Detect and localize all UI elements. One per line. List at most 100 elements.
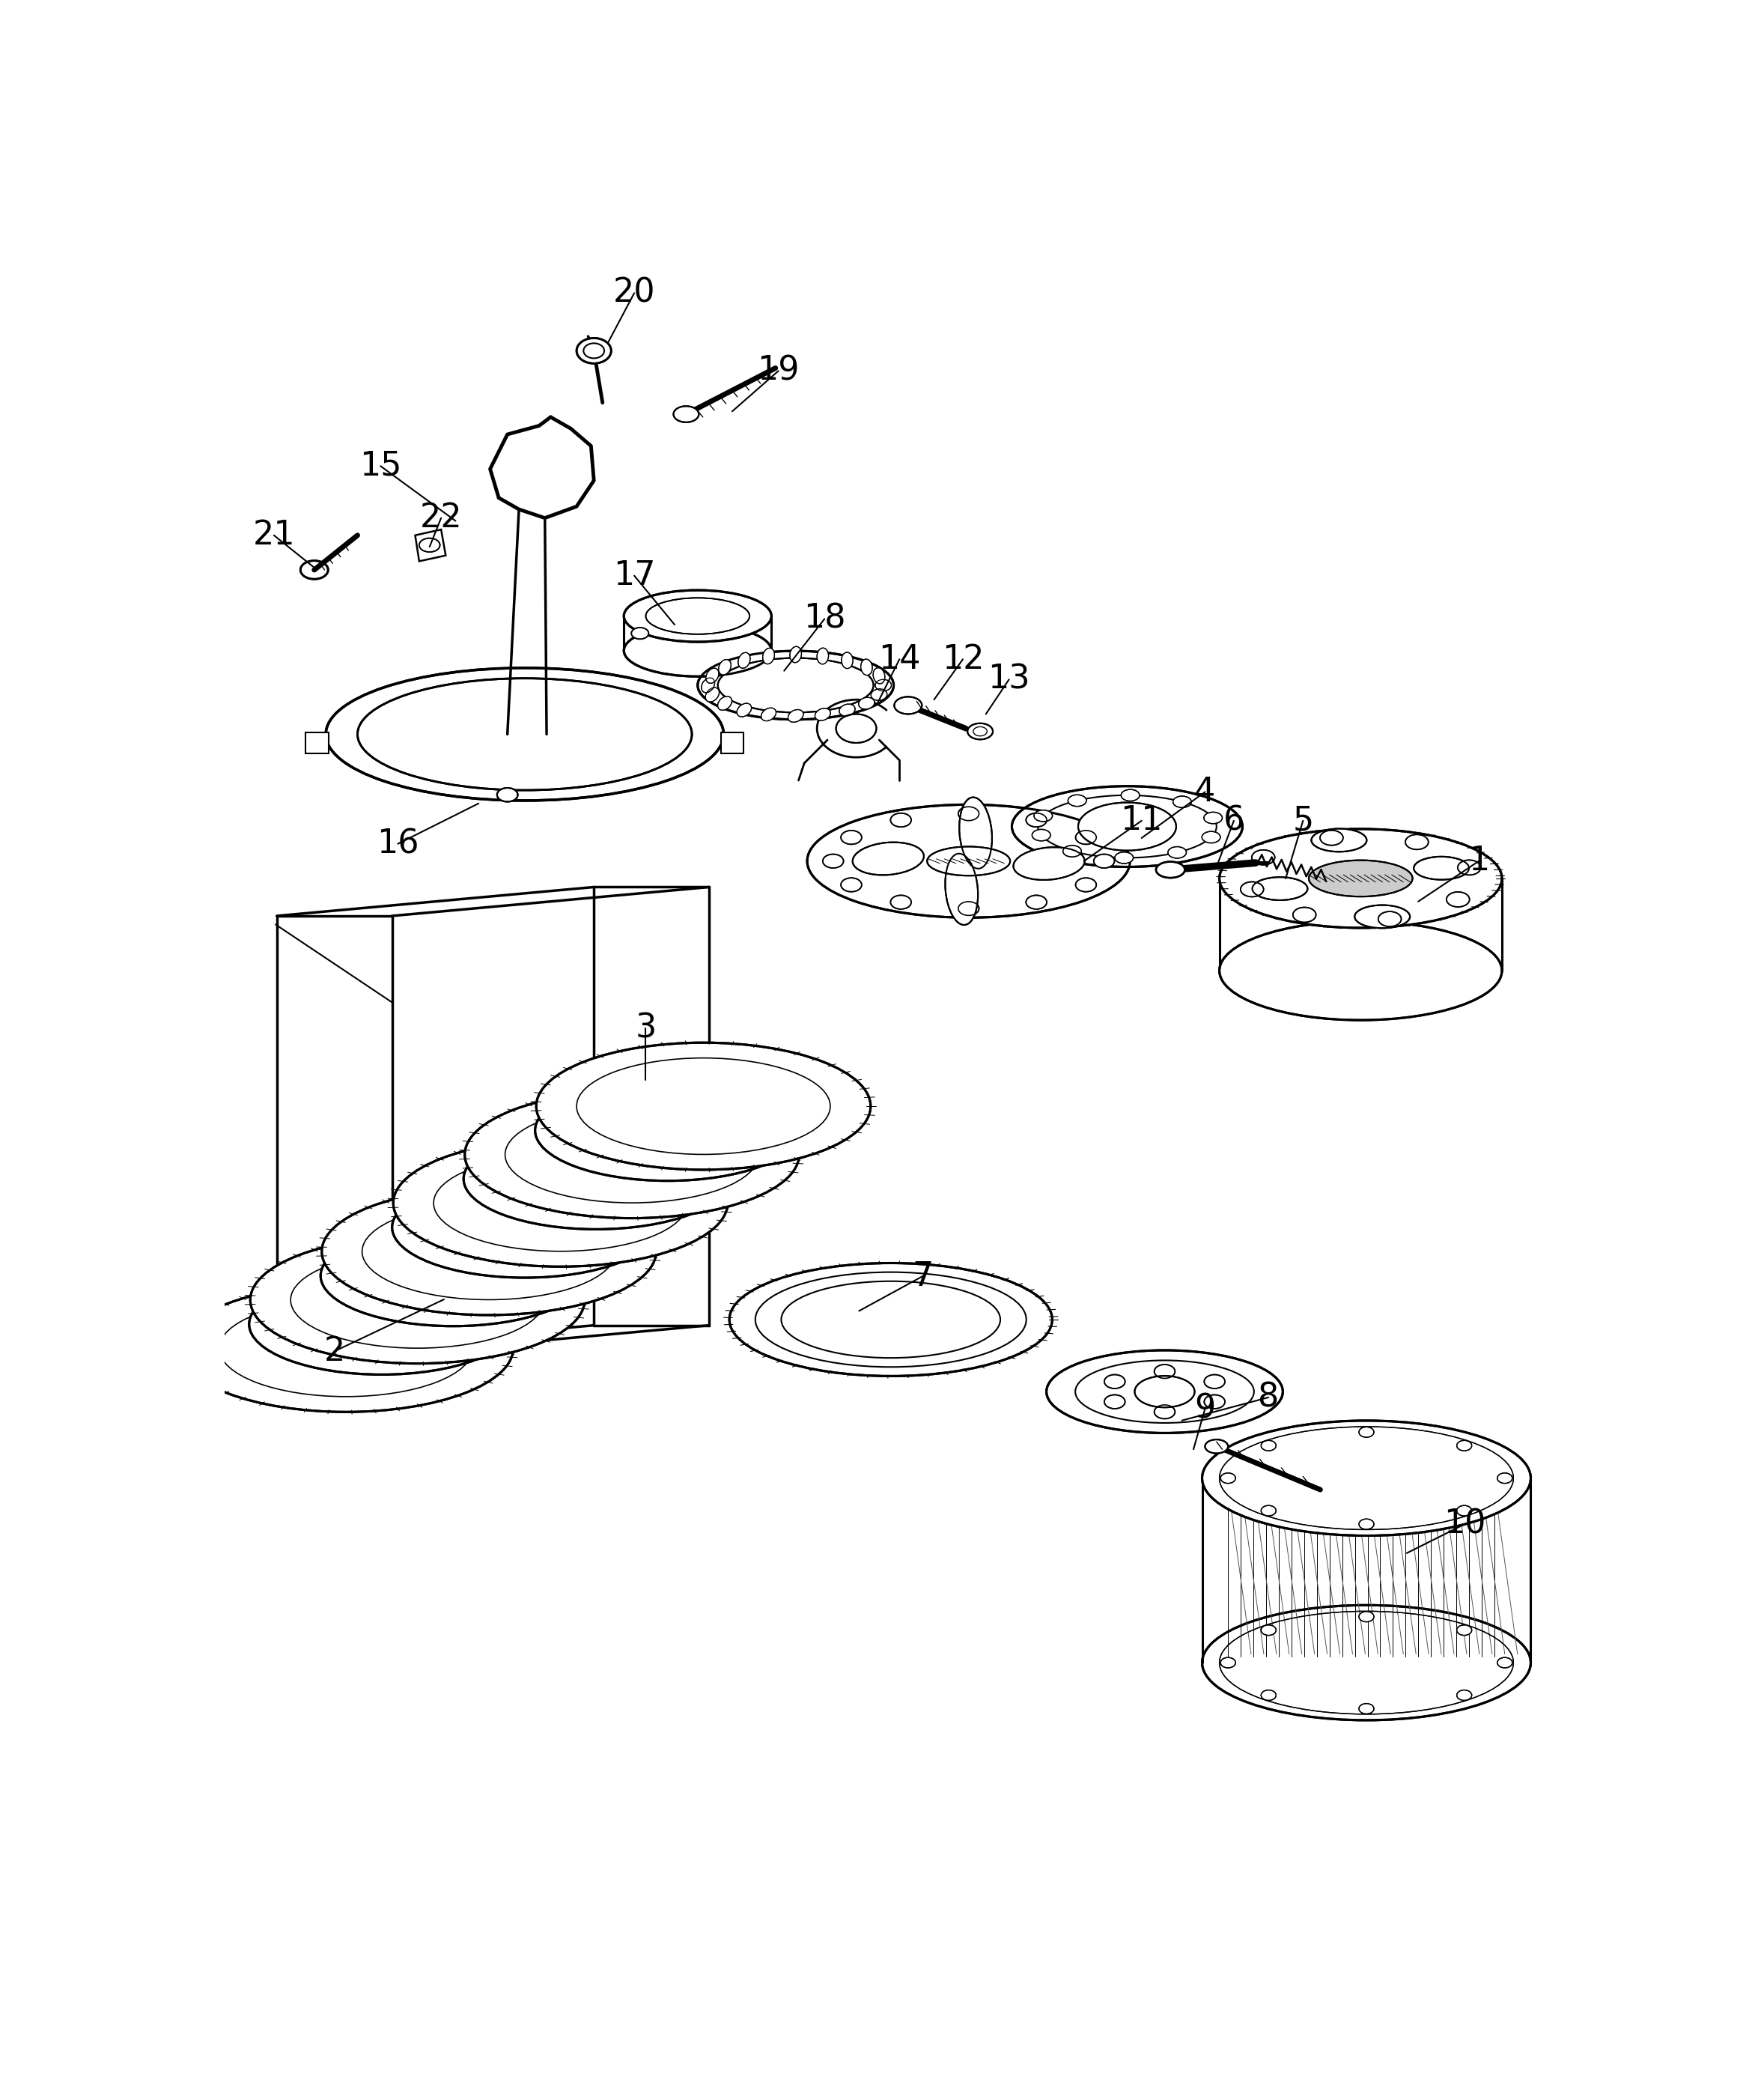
Ellipse shape — [1261, 1441, 1275, 1451]
Ellipse shape — [1013, 847, 1085, 881]
Text: 17: 17 — [614, 560, 656, 591]
Ellipse shape — [1358, 1520, 1374, 1530]
Ellipse shape — [1221, 1472, 1235, 1482]
Ellipse shape — [1358, 1426, 1374, 1437]
Ellipse shape — [1457, 1441, 1471, 1451]
Ellipse shape — [1205, 1439, 1228, 1453]
Ellipse shape — [1034, 810, 1053, 822]
Ellipse shape — [674, 406, 699, 423]
Ellipse shape — [249, 1274, 515, 1374]
Ellipse shape — [815, 708, 831, 720]
Ellipse shape — [178, 1285, 513, 1412]
Text: 2: 2 — [325, 1335, 346, 1368]
Ellipse shape — [1203, 812, 1222, 824]
Ellipse shape — [1293, 908, 1316, 922]
Text: 11: 11 — [1120, 804, 1162, 837]
Ellipse shape — [840, 704, 856, 716]
Text: 22: 22 — [420, 502, 462, 535]
Ellipse shape — [1219, 1611, 1514, 1713]
Ellipse shape — [497, 787, 519, 802]
Ellipse shape — [836, 714, 877, 743]
Ellipse shape — [1413, 856, 1469, 881]
Ellipse shape — [1067, 795, 1087, 806]
Text: 15: 15 — [360, 450, 402, 483]
Ellipse shape — [1154, 1405, 1175, 1418]
Text: 8: 8 — [1258, 1380, 1279, 1414]
Ellipse shape — [808, 804, 1131, 918]
Ellipse shape — [321, 1226, 586, 1326]
Ellipse shape — [762, 648, 774, 664]
Text: 21: 21 — [252, 518, 295, 552]
Ellipse shape — [1205, 1374, 1224, 1389]
Ellipse shape — [861, 660, 873, 675]
Ellipse shape — [300, 560, 328, 579]
Ellipse shape — [1252, 849, 1275, 864]
Ellipse shape — [1104, 1374, 1125, 1389]
Text: 3: 3 — [635, 1012, 656, 1045]
Ellipse shape — [1201, 1420, 1531, 1537]
Ellipse shape — [697, 652, 894, 720]
Ellipse shape — [1078, 802, 1177, 852]
Ellipse shape — [1219, 920, 1501, 1020]
Ellipse shape — [946, 854, 977, 924]
Ellipse shape — [1252, 877, 1307, 899]
Ellipse shape — [1261, 1505, 1275, 1516]
Ellipse shape — [958, 806, 979, 820]
Text: 13: 13 — [988, 664, 1030, 695]
Polygon shape — [305, 733, 328, 754]
Ellipse shape — [1240, 883, 1263, 897]
Text: 14: 14 — [878, 643, 921, 675]
Polygon shape — [415, 529, 446, 562]
Ellipse shape — [1201, 831, 1221, 843]
Ellipse shape — [1104, 1395, 1125, 1410]
Ellipse shape — [1457, 1691, 1471, 1701]
Ellipse shape — [624, 589, 771, 641]
Ellipse shape — [718, 660, 730, 675]
Ellipse shape — [536, 1043, 871, 1170]
Text: 4: 4 — [1194, 777, 1215, 808]
Ellipse shape — [1457, 1505, 1471, 1516]
Ellipse shape — [1261, 1691, 1275, 1701]
Ellipse shape — [873, 668, 886, 683]
Ellipse shape — [737, 652, 750, 668]
Ellipse shape — [891, 895, 912, 910]
Ellipse shape — [706, 687, 720, 702]
Ellipse shape — [1032, 829, 1051, 841]
Ellipse shape — [958, 902, 979, 916]
Ellipse shape — [729, 1264, 1051, 1376]
Ellipse shape — [1076, 879, 1097, 891]
Ellipse shape — [358, 679, 691, 791]
Ellipse shape — [841, 652, 854, 668]
Ellipse shape — [1046, 1351, 1282, 1432]
Ellipse shape — [1155, 862, 1185, 879]
Ellipse shape — [1173, 795, 1191, 808]
Ellipse shape — [1406, 835, 1429, 849]
Ellipse shape — [392, 1176, 658, 1278]
Ellipse shape — [790, 648, 801, 662]
Ellipse shape — [1013, 787, 1242, 866]
Ellipse shape — [1219, 1426, 1514, 1530]
Ellipse shape — [1457, 860, 1480, 874]
Ellipse shape — [1358, 1611, 1374, 1622]
Ellipse shape — [326, 668, 723, 802]
Ellipse shape — [789, 710, 803, 722]
Ellipse shape — [960, 797, 991, 868]
Ellipse shape — [706, 668, 718, 683]
Ellipse shape — [646, 598, 750, 635]
Ellipse shape — [632, 627, 649, 639]
Ellipse shape — [702, 679, 714, 693]
Text: 7: 7 — [912, 1260, 933, 1293]
Ellipse shape — [822, 854, 843, 868]
Text: 18: 18 — [803, 604, 845, 635]
Ellipse shape — [420, 537, 439, 552]
Ellipse shape — [891, 814, 912, 827]
Ellipse shape — [1261, 1624, 1275, 1634]
Ellipse shape — [1122, 789, 1140, 802]
Ellipse shape — [1446, 891, 1469, 908]
Text: 12: 12 — [942, 643, 984, 675]
Ellipse shape — [1154, 1364, 1175, 1378]
Text: 6: 6 — [1222, 804, 1244, 837]
Ellipse shape — [718, 695, 732, 710]
Ellipse shape — [1094, 854, 1115, 868]
Ellipse shape — [1134, 1376, 1194, 1407]
